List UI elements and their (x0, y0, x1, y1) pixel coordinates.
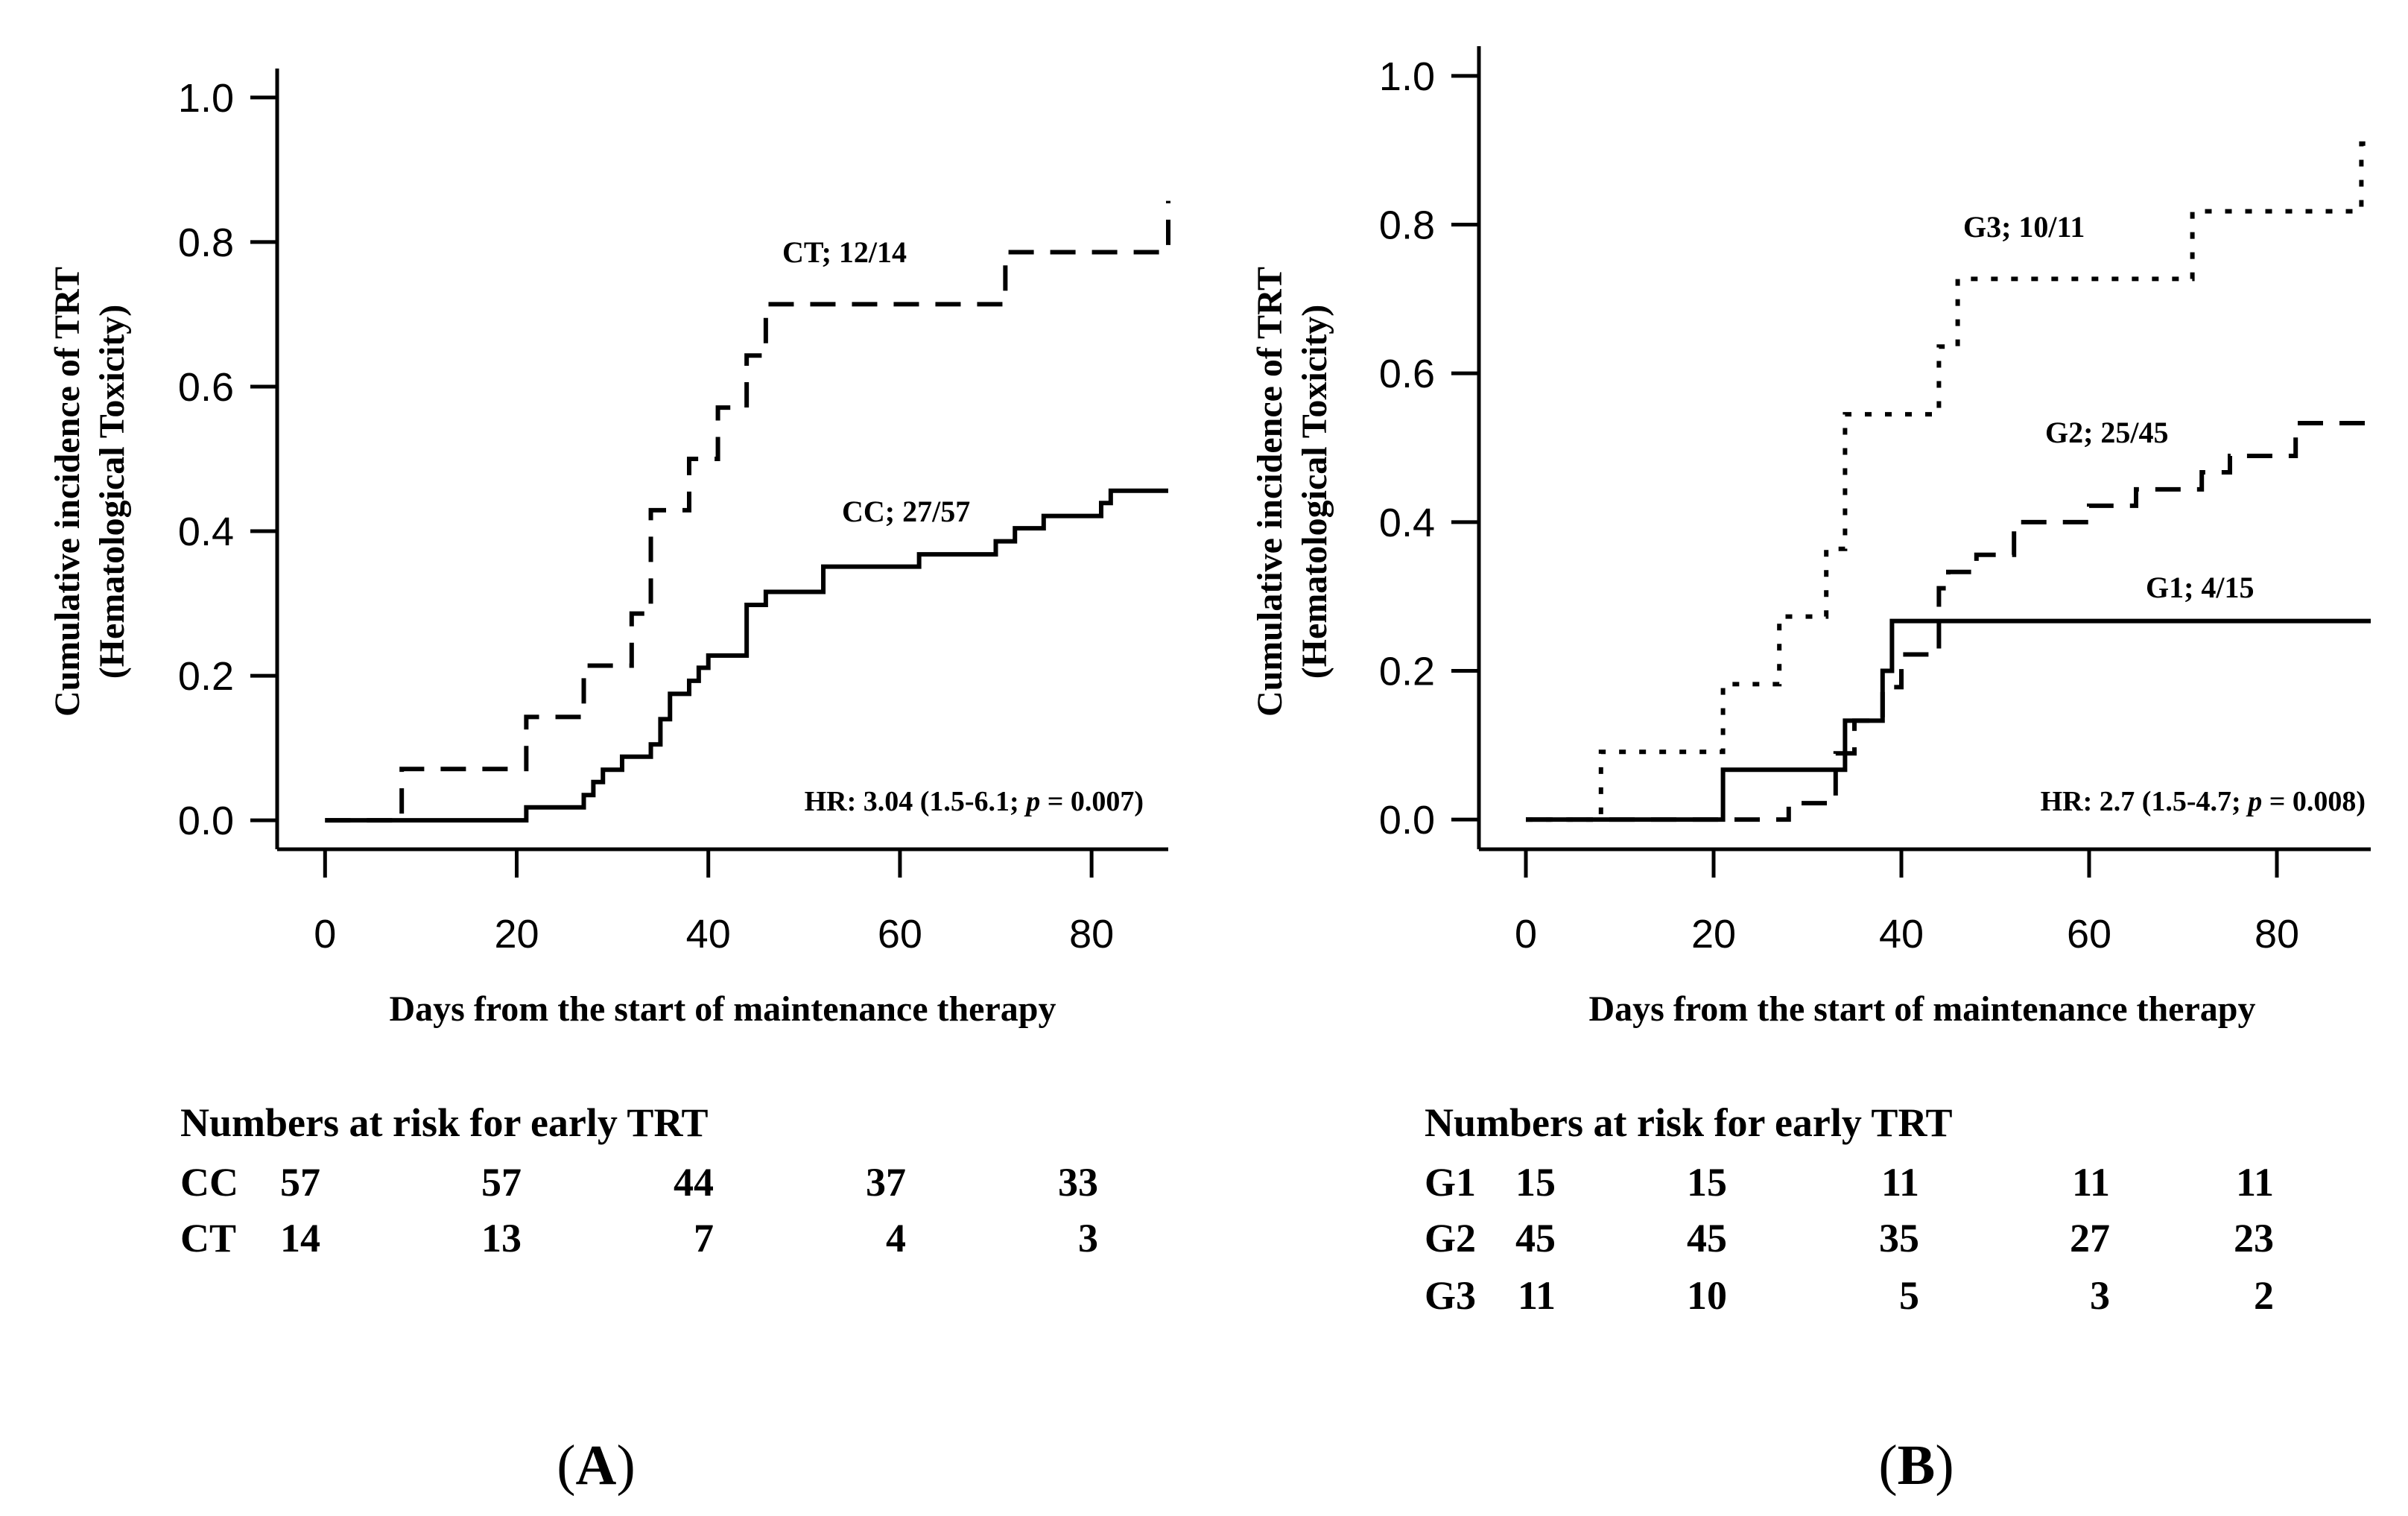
panel-b: 0.0 0.2 0.4 0.6 0.8 1.0 0 20 40 60 80 Days from the… (1250, 46, 2371, 1497)
y-tick-label: 0.2 (1379, 649, 1435, 694)
y-tick-label: 0.4 (178, 510, 234, 554)
y-tick-label: 0.8 (178, 221, 234, 265)
risk-cell: 15 (1687, 1160, 1727, 1205)
y-axis-subtitle: (Hematological Toxicity) (1295, 305, 1334, 679)
y-tick-label: 0.6 (1379, 352, 1435, 396)
hr-annotation-part: = 0.008) (2262, 786, 2366, 817)
risk-table: Numbers at risk for early TRT G1 15 15 11 11 1… (1425, 1100, 2274, 1318)
series-line-g3 (1526, 141, 2371, 822)
hr-annotation-part: HR: 3.04 (1.5-6.1; (805, 786, 1027, 817)
x-tick-label: 60 (2067, 912, 2111, 957)
x-tick-label: 40 (686, 912, 731, 957)
risk-table-title: Numbers at risk for early TRT (1425, 1100, 1953, 1145)
x-tick-label: 40 (1879, 912, 1924, 957)
panel-a: 0.0 0.2 0.4 0.6 0.8 1.0 0 20 40 60 80 Days from the… (48, 69, 1170, 1497)
panel-paren-close: ) (1935, 1434, 1954, 1497)
x-tick-label: 0 (314, 912, 336, 957)
risk-cell: 10 (1687, 1273, 1727, 1318)
hr-annotation: HR: 3.04 (1.5-6.1; p = 0.007) (805, 786, 1144, 817)
hr-annotation-part: p (2246, 786, 2262, 817)
risk-cell: 14 (280, 1216, 320, 1260)
risk-row-group: G3 (1425, 1273, 1476, 1318)
risk-row-group: G2 (1425, 1216, 1476, 1260)
y-tick-label: 0.8 (1379, 203, 1435, 248)
risk-cell: 45 (1687, 1216, 1727, 1260)
risk-row-group: CT (180, 1216, 236, 1260)
hr-annotation-part: = 0.007) (1040, 786, 1144, 817)
series-label-ct: CT; 12/14 (782, 235, 907, 269)
x-tick-label: 20 (494, 912, 539, 957)
risk-cell: 3 (1078, 1216, 1098, 1260)
series-label-g2: G2; 25/45 (2045, 416, 2169, 449)
x-tick-label: 20 (1691, 912, 1736, 957)
series-label-g3: G3; 10/11 (1963, 210, 2085, 244)
panel-paren-open: ( (557, 1434, 575, 1497)
risk-cell: 4 (886, 1216, 906, 1260)
risk-cell: 23 (2234, 1216, 2274, 1260)
risk-cell: 13 (481, 1216, 522, 1260)
risk-cell: 11 (1881, 1160, 1919, 1205)
y-tick-label: 0.0 (178, 799, 234, 843)
x-tick-label: 0 (1515, 912, 1537, 957)
x-axis-title: Days from the start of maintenance thera… (390, 989, 1056, 1029)
risk-cell: 57 (481, 1160, 522, 1205)
risk-row-group: G1 (1425, 1160, 1476, 1205)
risk-cell: 33 (1058, 1160, 1098, 1205)
risk-cell: 35 (1879, 1216, 1919, 1260)
series-line-g2 (1526, 421, 2371, 822)
risk-cell: 44 (674, 1160, 714, 1205)
risk-cell: 2 (2254, 1273, 2274, 1318)
risk-cell: 11 (1518, 1273, 1556, 1318)
risk-cell: 37 (866, 1160, 906, 1205)
y-axis-title: Cumulative incidence of TRT (48, 267, 87, 717)
risk-cell: 7 (694, 1216, 714, 1260)
panel-letter: B (1898, 1434, 1936, 1497)
panel-paren-close: ) (616, 1434, 635, 1497)
risk-cell: 5 (1899, 1273, 1919, 1318)
risk-cell: 3 (2090, 1273, 2110, 1318)
series-label-cc: CC; 27/57 (842, 495, 970, 528)
panel-paren-open: ( (1878, 1434, 1897, 1497)
x-tick-label: 60 (878, 912, 922, 957)
series-line-ct (325, 200, 1170, 823)
risk-cell: 45 (1515, 1216, 1556, 1260)
y-tick-label: 0.4 (1379, 501, 1435, 545)
hr-annotation: HR: 2.7 (1.5-4.7; p = 0.008) (2041, 786, 2366, 817)
y-tick-label: 1.0 (1379, 54, 1435, 99)
series-label-g1: G1; 4/15 (2146, 571, 2255, 604)
y-tick-label: 1.0 (178, 76, 234, 121)
risk-cell: 15 (1515, 1160, 1556, 1205)
y-tick-label: 0.6 (178, 365, 234, 410)
y-axis-title: Cumulative incidence of TRT (1250, 267, 1290, 717)
hr-annotation-part: HR: 2.7 (1.5-4.7; (2041, 786, 2249, 817)
panel-label: (A) (557, 1434, 636, 1497)
risk-cell: 57 (280, 1160, 320, 1205)
x-tick-label: 80 (1069, 912, 1114, 957)
y-tick-label: 0.2 (178, 654, 234, 699)
risk-cell: 27 (2070, 1216, 2110, 1260)
panel-label: (B) (1878, 1434, 1954, 1497)
hr-annotation-part: p (1024, 786, 1040, 817)
risk-table-title: Numbers at risk for early TRT (180, 1100, 709, 1145)
x-axis-title: Days from the start of maintenance thera… (1589, 989, 2256, 1029)
y-axis-subtitle: (Hematological Toxicity) (92, 305, 132, 679)
panel-letter: A (576, 1434, 617, 1497)
series-line-cc (325, 488, 1168, 823)
risk-row-group: CC (180, 1160, 238, 1205)
x-tick-label: 80 (2255, 912, 2299, 957)
y-tick-label: 0.0 (1379, 798, 1435, 843)
risk-cell: 11 (2072, 1160, 2110, 1205)
risk-cell: 11 (2236, 1160, 2274, 1205)
